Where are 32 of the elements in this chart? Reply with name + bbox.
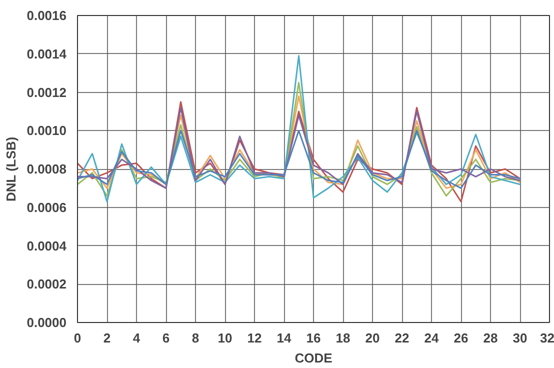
line-series (78, 82, 521, 197)
x-tick-label: 12 (247, 330, 262, 346)
x-tick-label: 0 (74, 330, 82, 346)
x-tick-label: 10 (218, 330, 232, 346)
x-tick-label: 26 (454, 330, 468, 346)
x-tick-label: 18 (336, 330, 350, 346)
y-tick-label: 0.0004 (26, 238, 68, 254)
x-tick-label: 2 (103, 330, 111, 346)
x-tick-label: 24 (424, 330, 440, 346)
y-tick-label: 0.0014 (26, 46, 68, 62)
x-tick-label: 28 (483, 330, 498, 346)
y-axis-title: DNL (LSB) (4, 136, 19, 202)
y-tick-label: 0.0016 (26, 8, 67, 23)
x-tick-label: 22 (394, 330, 410, 346)
x-tick-label: 32 (540, 330, 554, 346)
x-tick-label: 8 (192, 330, 200, 346)
line-series (78, 130, 521, 189)
y-tick-label: 0.0012 (26, 84, 67, 100)
y-tick-label: 0.0002 (26, 276, 67, 292)
x-tick-label: 16 (306, 330, 321, 346)
x-tick-label: 4 (132, 330, 141, 346)
y-tick-label: 0.0006 (26, 200, 67, 215)
y-tick-label: 0.0000 (26, 315, 67, 330)
x-tick-label: 20 (365, 330, 380, 346)
y-tick-label: 0.0008 (26, 162, 67, 176)
line-series (78, 55, 521, 202)
x-axis-title: CODE (294, 350, 333, 366)
x-tick-label: 30 (512, 330, 528, 346)
x-tick-label: 14 (276, 330, 292, 346)
x-tick-label: 6 (162, 330, 170, 346)
line-series (78, 101, 521, 202)
y-tick-label: 0.0010 (26, 123, 67, 138)
